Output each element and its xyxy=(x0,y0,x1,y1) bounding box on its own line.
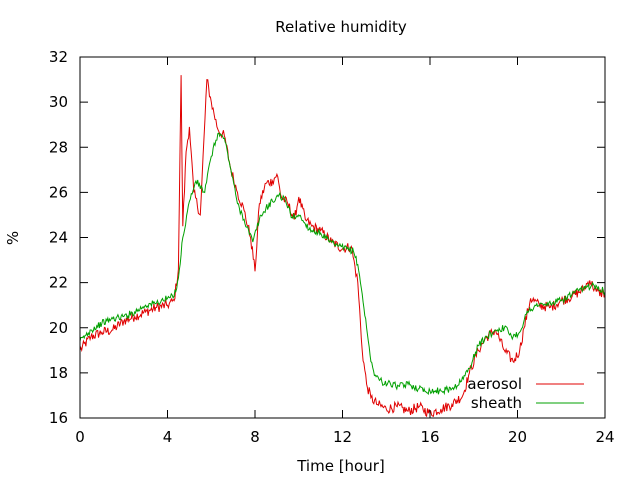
plot-frame xyxy=(79,56,606,419)
y-tick-label: 18 xyxy=(49,364,68,382)
x-tick-label: 0 xyxy=(75,428,85,446)
series-line-sheath xyxy=(79,132,606,396)
y-tick-label: 32 xyxy=(49,48,68,66)
y-tick-label: 30 xyxy=(49,93,68,111)
plot-lines xyxy=(79,75,606,418)
legend-label-sheath: sheath xyxy=(471,394,522,412)
y-axis-label: % xyxy=(4,231,22,245)
x-tick-label: 4 xyxy=(163,428,173,446)
y-tick-label: 16 xyxy=(49,409,68,427)
x-tick-label: 16 xyxy=(420,428,439,446)
y-tick-label: 20 xyxy=(49,319,68,337)
chart-title: Relative humidity xyxy=(275,18,407,36)
x-tick-label: 24 xyxy=(595,428,614,446)
y-tick-label: 24 xyxy=(49,229,68,247)
y-tick-label: 22 xyxy=(49,274,68,292)
x-axis-label: Time [hour] xyxy=(296,457,385,475)
x-tick-label: 8 xyxy=(250,428,260,446)
x-tick-label: 12 xyxy=(333,428,352,446)
x-tick-label: 20 xyxy=(508,428,527,446)
y-tick-label: 26 xyxy=(49,183,68,201)
axis-ticks: 0 4 8 12 16 20 24 16 18 20 22 24 26 28 30 32 xyxy=(49,48,615,446)
y-tick-label: 28 xyxy=(49,138,68,156)
legend-label-aerosol: aerosol xyxy=(467,375,522,393)
